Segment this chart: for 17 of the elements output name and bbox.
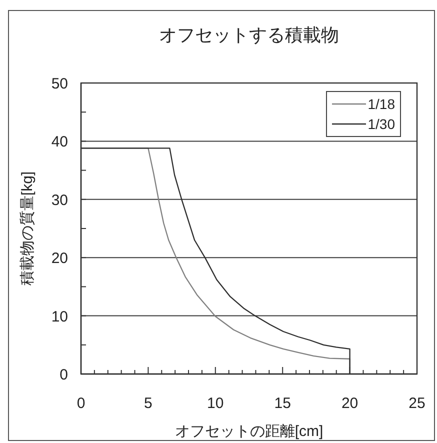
y-tick-label: 0 [60,366,68,384]
x-axis-title: オフセットの距離[cm] [174,423,324,440]
x-tick-label: 5 [144,395,152,412]
legend-label: 1/30 [368,116,395,132]
x-tick-label: 25 [408,395,426,412]
y-tick-label: 30 [51,192,68,209]
y-tick-label: 50 [51,76,68,92]
y-axis-title: 積載物の質量[kg] [19,171,36,286]
y-tick-label: 40 [51,134,68,151]
chart-title: オフセットする積載物 [159,25,339,45]
y-tick-label: 20 [51,250,68,268]
x-tick-label: 15 [274,395,291,412]
x-tick-label: 0 [76,395,86,412]
legend-label: 1/18 [368,96,395,112]
x-tick-label: 10 [207,395,224,412]
y-tick-label: 10 [51,308,68,326]
x-tick-label: 20 [341,395,358,412]
